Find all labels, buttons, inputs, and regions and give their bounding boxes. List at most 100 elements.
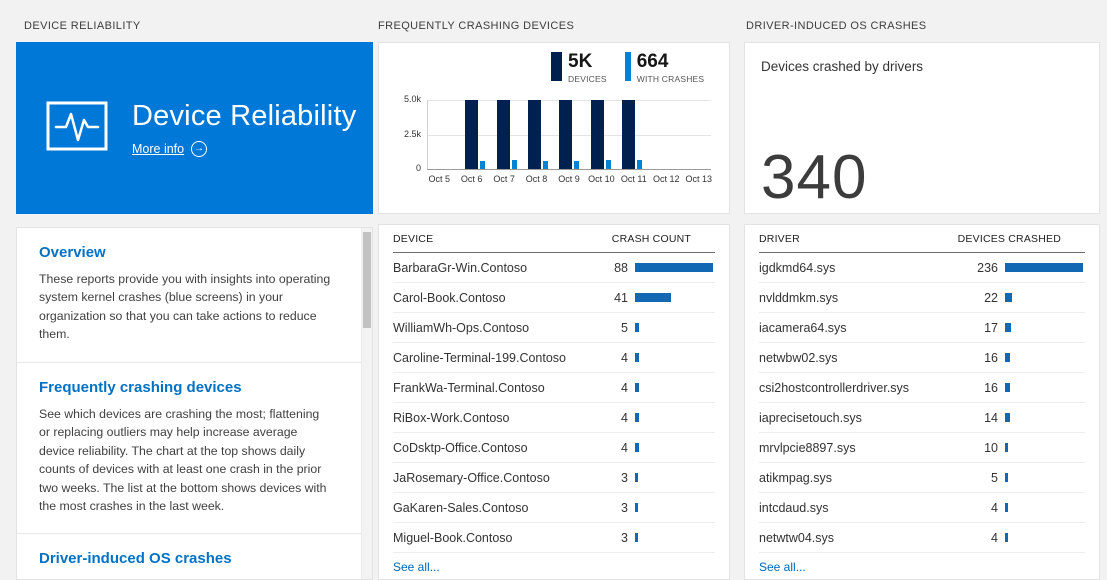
x-axis-label: Oct 12 <box>653 174 680 184</box>
table-row[interactable]: nvlddmkm.sys 22 <box>759 283 1085 313</box>
driver-table-body: igdkmd64.sys 236 nvlddmkm.sys 22 iacamera64.… <box>759 253 1085 553</box>
row-value: 4 <box>991 530 998 545</box>
y-tick-label: 0 <box>415 163 421 173</box>
driver-table-card: DRIVER DEVICES CRASHED igdkmd64.sys 236 nv… <box>744 224 1100 580</box>
row-value: 5 <box>621 320 628 335</box>
row-value-bar <box>635 443 715 452</box>
legend-label: DEVICES <box>568 74 607 84</box>
crashes-bar <box>480 160 486 169</box>
table-row[interactable]: netwtw04.sys 4 <box>759 523 1085 553</box>
bar-group-oct-7 <box>491 100 522 169</box>
devices-bar <box>496 100 510 169</box>
arrow-right-icon: → <box>191 140 208 157</box>
devices-legend-swatch <box>551 52 562 81</box>
row-value: 4 <box>621 350 628 365</box>
legend-with-crashes: 664 WITH CRASHES <box>624 51 705 84</box>
row-value-bar <box>635 503 715 512</box>
table-row[interactable]: atikmpag.sys 5 <box>759 463 1085 493</box>
y-tick-label: 5.0k <box>403 94 421 104</box>
table-row[interactable]: BarbaraGr-Win.Contoso 88 <box>393 253 715 283</box>
table-row[interactable]: igdkmd64.sys 236 <box>759 253 1085 283</box>
row-name: igdkmd64.sys <box>759 260 836 275</box>
legend-value: 664 <box>636 51 669 72</box>
row-value: 22 <box>984 290 998 305</box>
table-row[interactable]: WilliamWh-Ops.Contoso 5 <box>393 313 715 343</box>
scrollbar[interactable] <box>361 228 372 579</box>
row-value-bar <box>1005 443 1085 452</box>
table-row[interactable]: netwbw02.sys 16 <box>759 343 1085 373</box>
row-name: Carol-Book.Contoso <box>393 290 506 305</box>
crashes-bar <box>574 160 580 169</box>
row-value-bar <box>1005 263 1085 272</box>
section-heading: Overview <box>39 244 106 261</box>
row-value-bar <box>635 383 715 392</box>
devices-bar <box>528 100 542 169</box>
row-value-bar <box>1005 323 1085 332</box>
crashes-bar <box>637 159 643 169</box>
table-row[interactable]: iacamera64.sys 17 <box>759 313 1085 343</box>
column-header-device: DEVICE <box>393 232 434 245</box>
bar-group-oct-5 <box>428 100 459 169</box>
row-value-bar <box>1005 383 1085 392</box>
row-name: WilliamWh-Ops.Contoso <box>393 320 530 335</box>
table-row[interactable]: csi2hostcontrollerdriver.sys 16 <box>759 373 1085 403</box>
devices-bar <box>622 100 636 169</box>
driver-see-all-link[interactable]: See all... <box>759 560 806 574</box>
more-info-link[interactable]: More info → <box>132 140 356 157</box>
scrollbar-thumb[interactable] <box>363 232 371 328</box>
bar-group-oct-11 <box>617 100 648 169</box>
column-header-devices-crashed: DEVICES CRASHED <box>957 232 1061 245</box>
more-info-label: More info <box>132 141 185 156</box>
row-value-bar <box>635 293 715 302</box>
row-name: csi2hostcontrollerdriver.sys <box>759 380 910 395</box>
pulse-monitor-icon <box>46 101 108 156</box>
x-axis-label: Oct 7 <box>493 174 515 184</box>
crash-chart-plot <box>427 100 711 170</box>
row-name: FrankWa-Terminal.Contoso <box>393 380 545 395</box>
row-value: 10 <box>984 440 998 455</box>
row-name: Miguel-Book.Contoso <box>393 530 513 545</box>
table-row[interactable]: RiBox-Work.Contoso 4 <box>393 403 715 433</box>
info-section-overview: Overview These reports provide you with … <box>17 228 372 362</box>
bar-group-oct-9 <box>554 100 585 169</box>
device-reliability-tile[interactable]: Device Reliability More info → <box>16 42 373 214</box>
x-axis-label: Oct 9 <box>558 174 580 184</box>
row-value: 41 <box>614 290 628 305</box>
table-row[interactable]: iaprecisetouch.sys 14 <box>759 403 1085 433</box>
device-see-all-link[interactable]: See all... <box>393 560 440 574</box>
chart-legend: 5K DEVICES 664 WITH CRASHES <box>551 52 704 84</box>
reliability-info-panel: Overview These reports provide you with … <box>16 227 373 580</box>
row-value: 4 <box>621 410 628 425</box>
table-row[interactable]: Carol-Book.Contoso 41 <box>393 283 715 313</box>
row-value: 4 <box>991 500 998 515</box>
bar-group-oct-13 <box>680 100 711 169</box>
table-row[interactable]: intcdaud.sys 4 <box>759 493 1085 523</box>
table-row[interactable]: CoDsktp-Office.Contoso 4 <box>393 433 715 463</box>
row-name: Caroline-Terminal-199.Contoso <box>393 350 566 365</box>
table-row[interactable]: Caroline-Terminal-199.Contoso 4 <box>393 343 715 373</box>
panel-header-driver-induced-os-crashes: DRIVER-INDUCED OS CRASHES <box>746 20 927 32</box>
row-value-bar <box>635 353 715 362</box>
crash-chart-x-labels: Oct 5 Oct 6 Oct 7 Oct 8 Oct 9 Oct 10 Oct 11 Oct… <box>423 174 715 184</box>
row-name: nvlddmkm.sys <box>759 290 839 305</box>
table-row[interactable]: mrvlpcie8897.sys 10 <box>759 433 1085 463</box>
row-value: 4 <box>621 440 628 455</box>
row-name: mrvlpcie8897.sys <box>759 440 856 455</box>
row-value-bar <box>635 473 715 482</box>
row-value-bar <box>1005 533 1085 542</box>
row-value: 14 <box>984 410 998 425</box>
devices-crashed-count: 340 <box>761 143 868 212</box>
table-row[interactable]: Miguel-Book.Contoso 3 <box>393 523 715 553</box>
row-value: 3 <box>621 470 628 485</box>
table-row[interactable]: GaKaren-Sales.Contoso 3 <box>393 493 715 523</box>
device-table-card: DEVICE CRASH COUNT BarbaraGr-Win.Contoso… <box>378 224 730 580</box>
row-name: GaKaren-Sales.Contoso <box>393 500 529 515</box>
column-header-crash-count: CRASH COUNT <box>611 232 691 245</box>
section-body: See which devices are crashing the most;… <box>39 406 327 513</box>
tile-text: Device Reliability More info → <box>132 100 356 157</box>
table-row[interactable]: FrankWa-Terminal.Contoso 4 <box>393 373 715 403</box>
bar-group-oct-12 <box>648 100 679 169</box>
table-row[interactable]: JaRosemary-Office.Contoso 3 <box>393 463 715 493</box>
row-value: 3 <box>621 530 628 545</box>
row-name: JaRosemary-Office.Contoso <box>393 470 550 485</box>
